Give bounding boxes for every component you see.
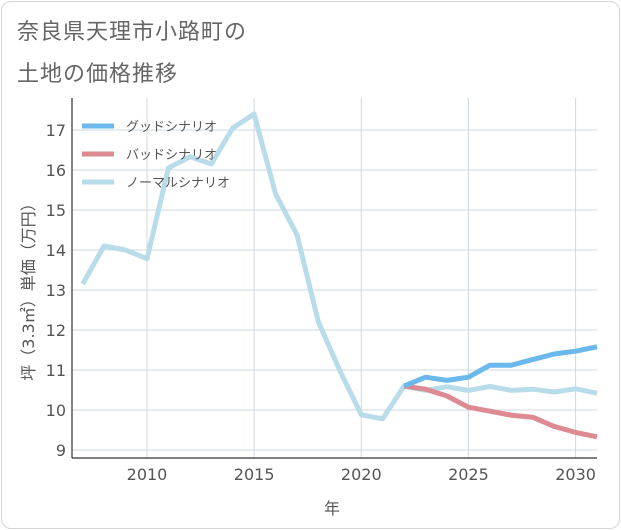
legend-label-1: バッドシナリオ xyxy=(126,148,217,163)
axes: 9 10 11 12 13 14 15 16 17 2010 2015 2020 2025 2030 xyxy=(46,98,597,484)
x-tick-label: 2030 xyxy=(555,465,596,484)
chart-title-line2: 土地の価格推移 xyxy=(17,62,179,87)
chart-title-line1: 奈良県天理市小路町の xyxy=(17,20,248,45)
y-tick-label: 10 xyxy=(46,401,66,420)
y-tick-label: 14 xyxy=(46,241,66,260)
x-tick-label: 2015 xyxy=(234,465,275,484)
x-tick-label: 2020 xyxy=(341,465,382,484)
x-tick-label: 2025 xyxy=(448,465,489,484)
y-tick-label: 11 xyxy=(46,361,66,380)
y-tick-label: 13 xyxy=(46,281,66,300)
x-axis-label: 年 xyxy=(324,499,340,518)
series-line-2 xyxy=(80,111,598,422)
y-tick-label: 12 xyxy=(46,321,66,340)
y-tick-label: 16 xyxy=(46,161,66,180)
series-lines xyxy=(80,111,598,440)
y-tick-label: 9 xyxy=(56,441,66,460)
legend-label-2: ノーマルシナリオ xyxy=(126,176,230,191)
y-axis-label: 坪（3.3㎡）単価（万円） xyxy=(19,195,38,380)
series-line-1 xyxy=(403,383,598,440)
series-line-0 xyxy=(403,344,598,389)
x-tick-label: 2010 xyxy=(127,465,168,484)
legend-label-0: グッドシナリオ xyxy=(126,120,217,135)
y-tick-label: 15 xyxy=(46,201,66,220)
y-tick-label: 17 xyxy=(46,121,66,140)
